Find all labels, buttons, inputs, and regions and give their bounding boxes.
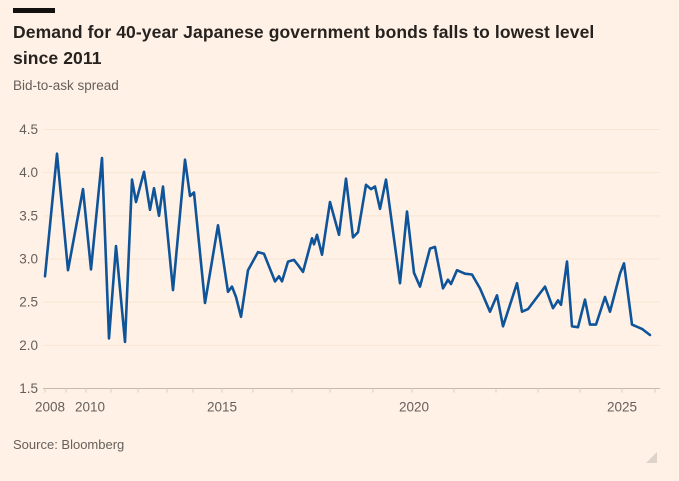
x-axis-label: 2020 [399,400,429,415]
top-rule [13,8,55,13]
y-axis-label: 2.0 [19,338,38,353]
y-axis-label: 2.5 [19,295,38,310]
page-title: Demand for 40-year Japanese government b… [13,19,663,71]
source-note: Source: Bloomberg [13,437,125,452]
y-axis-label: 3.0 [19,252,38,267]
x-axis-label: 2015 [207,400,237,415]
bond-spread-line [43,152,652,344]
y-axis-label: 4.5 [19,122,38,137]
y-axis-label: 3.5 [19,208,38,223]
page-title-line-1: Demand for 40-year Japanese government b… [13,22,595,42]
page-title-line-2: since 2011 [13,48,102,68]
y-axis-label: 4.0 [19,165,38,180]
resize-handle-icon[interactable] [646,452,657,463]
chart-subtitle: Bid-to-ask spread [13,78,119,93]
x-axis-label: 2025 [607,400,637,415]
x-axis-label: 2008 [35,400,65,415]
y-axis-label: 1.5 [19,381,38,396]
x-axis-label: 2010 [75,400,105,415]
